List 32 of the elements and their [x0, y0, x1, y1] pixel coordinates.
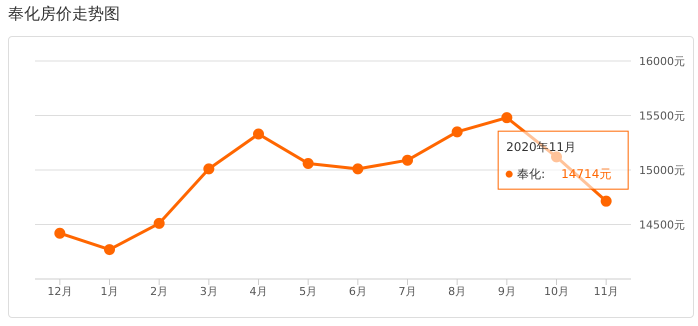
x-tick-label: 5月: [299, 284, 318, 298]
chart-title: 奉化房价走势图: [8, 4, 121, 25]
y-tick-label: 16000元: [639, 54, 685, 68]
y-tick-label: 15000元: [639, 164, 685, 177]
legend-label: 奉化:: [517, 167, 546, 182]
x-tick-label: 4月: [250, 284, 268, 298]
x-tick-label: 1月: [100, 284, 118, 298]
y-tick-label: 14500元: [639, 218, 685, 232]
point: [203, 163, 214, 174]
x-tick-label: 12月: [47, 284, 72, 298]
point: [600, 196, 612, 207]
point: [352, 163, 364, 174]
x-tick-label: 7月: [398, 284, 416, 298]
x-tick-label: 9月: [498, 284, 516, 298]
point: [154, 218, 165, 229]
y-tick-label: 15500元: [639, 109, 685, 122]
x-tick-label: 6月: [348, 284, 367, 298]
point: [501, 112, 512, 124]
point: [253, 128, 264, 140]
point: [54, 228, 66, 239]
x-tick-label: 2月: [150, 284, 168, 298]
point: [104, 244, 115, 256]
x-tick-label: 11月: [594, 284, 619, 298]
point: [452, 126, 463, 138]
x-tick-label: 8月: [448, 284, 466, 298]
annotation: 2020年11月: [506, 140, 576, 154]
point: [551, 151, 562, 162]
point: [402, 154, 413, 166]
x-tick-label: 3月: [200, 284, 218, 298]
x-tick-label: 10月: [544, 284, 569, 298]
point: [302, 158, 314, 169]
data-label: 14714元: [561, 167, 612, 182]
